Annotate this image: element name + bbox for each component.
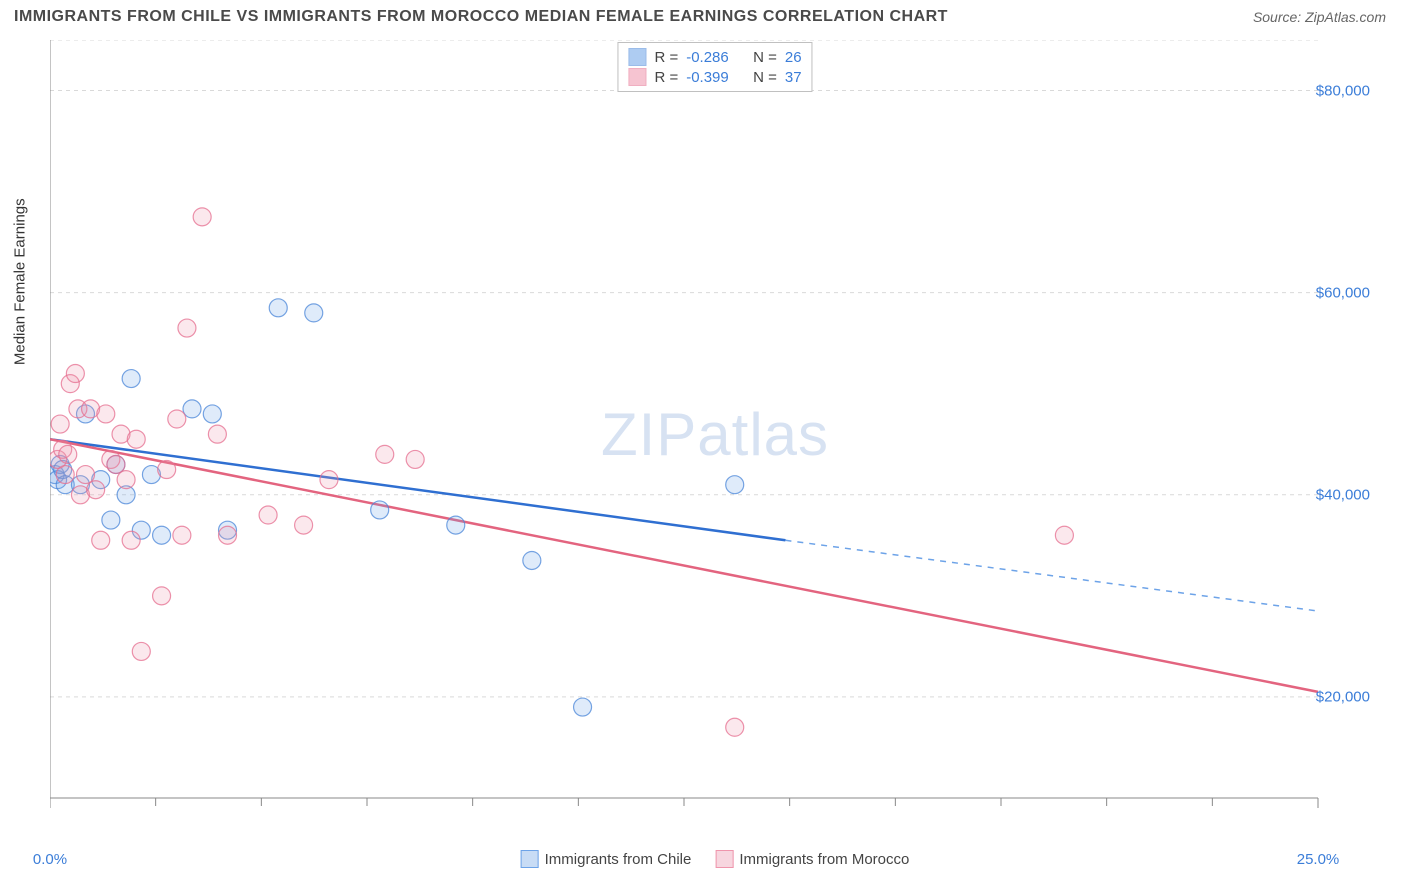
legend-item: Immigrants from Chile bbox=[521, 850, 692, 868]
series-swatch bbox=[628, 68, 646, 86]
data-point bbox=[92, 531, 110, 549]
data-point bbox=[183, 400, 201, 418]
data-point bbox=[523, 551, 541, 569]
data-point bbox=[219, 526, 237, 544]
data-point bbox=[295, 516, 313, 534]
n-label: N = bbox=[753, 69, 777, 86]
data-point bbox=[77, 466, 95, 484]
legend-swatch bbox=[521, 850, 539, 868]
data-point bbox=[168, 410, 186, 428]
r-label: R = bbox=[654, 49, 678, 66]
series-legend: Immigrants from Chile Immigrants from Mor… bbox=[521, 850, 910, 868]
data-point bbox=[107, 455, 125, 473]
y-tick-label: $80,000 bbox=[1316, 82, 1370, 99]
data-point bbox=[208, 425, 226, 443]
data-point bbox=[66, 365, 84, 383]
data-point bbox=[153, 526, 171, 544]
data-point bbox=[371, 501, 389, 519]
data-point bbox=[122, 531, 140, 549]
series-swatch bbox=[628, 48, 646, 66]
stats-row: R = -0.286 N = 26 bbox=[628, 47, 801, 67]
chart-title: IMMIGRANTS FROM CHILE VS IMMIGRANTS FROM… bbox=[14, 8, 948, 26]
data-point bbox=[127, 430, 145, 448]
data-point bbox=[376, 445, 394, 463]
data-point bbox=[320, 471, 338, 489]
y-tick-label: $20,000 bbox=[1316, 688, 1370, 705]
data-point bbox=[193, 208, 211, 226]
data-point bbox=[158, 461, 176, 479]
data-point bbox=[259, 506, 277, 524]
legend-item: Immigrants from Morocco bbox=[715, 850, 909, 868]
data-point bbox=[178, 319, 196, 337]
stats-row: R = -0.399 N = 37 bbox=[628, 67, 801, 87]
n-label: N = bbox=[753, 49, 777, 66]
y-tick-label: $40,000 bbox=[1316, 486, 1370, 503]
scatter-plot bbox=[50, 40, 1380, 840]
data-point bbox=[87, 481, 105, 499]
r-label: R = bbox=[654, 69, 678, 86]
data-point bbox=[726, 718, 744, 736]
y-axis-label: Median Female Earnings bbox=[12, 198, 29, 365]
n-value: 37 bbox=[785, 69, 802, 86]
data-point bbox=[51, 415, 69, 433]
data-point bbox=[117, 471, 135, 489]
legend-label: Immigrants from Chile bbox=[545, 851, 692, 868]
data-point bbox=[305, 304, 323, 322]
data-point bbox=[153, 587, 171, 605]
trend-line bbox=[50, 439, 1318, 692]
data-point bbox=[726, 476, 744, 494]
r-value: -0.286 bbox=[686, 49, 729, 66]
data-point bbox=[122, 370, 140, 388]
data-point bbox=[56, 466, 74, 484]
data-point bbox=[102, 511, 120, 529]
x-tick-label: 25.0% bbox=[1297, 851, 1340, 868]
data-point bbox=[447, 516, 465, 534]
x-tick-label: 0.0% bbox=[33, 851, 67, 868]
data-point bbox=[132, 642, 150, 660]
legend-swatch bbox=[715, 850, 733, 868]
data-point bbox=[173, 526, 191, 544]
data-point bbox=[1055, 526, 1073, 544]
data-point bbox=[97, 405, 115, 423]
data-point bbox=[203, 405, 221, 423]
data-point bbox=[574, 698, 592, 716]
data-point bbox=[269, 299, 287, 317]
data-point bbox=[59, 445, 77, 463]
r-value: -0.399 bbox=[686, 69, 729, 86]
data-point bbox=[406, 450, 424, 468]
stats-legend: R = -0.286 N = 26 R = -0.399 N = 37 bbox=[617, 42, 812, 92]
y-tick-label: $60,000 bbox=[1316, 284, 1370, 301]
chart-container: Median Female Earnings ZIPatlas R =-0.28… bbox=[50, 40, 1380, 840]
n-value: 26 bbox=[785, 49, 802, 66]
source-label: Source: ZipAtlas.com bbox=[1253, 9, 1386, 25]
legend-label: Immigrants from Morocco bbox=[739, 851, 909, 868]
